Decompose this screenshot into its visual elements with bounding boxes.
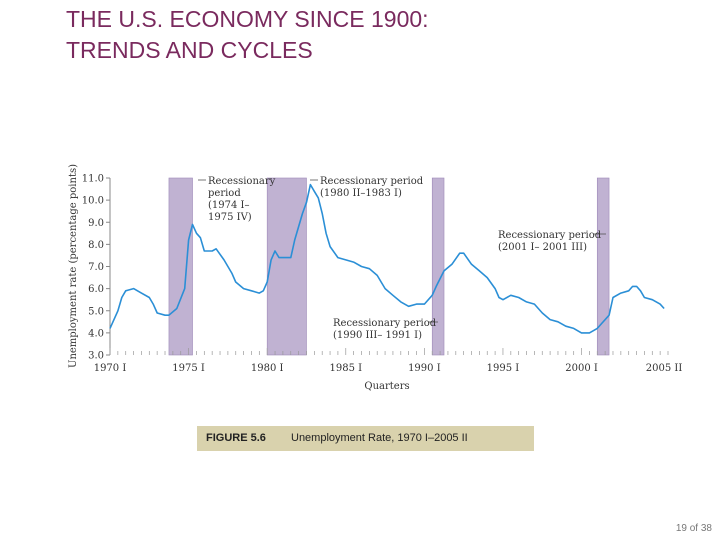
y-tick-label: 10.0	[82, 196, 104, 207]
recession-band-1	[168, 177, 193, 356]
annotation-2001-line: (2001 I– 2001 III)	[498, 242, 587, 253]
annotation-2001-line: Recessionary period	[498, 230, 602, 241]
y-tick-label: 6.0	[88, 284, 104, 295]
x-tick-label: 1985 I	[329, 363, 362, 374]
page-number: 19 of 38	[675, 523, 712, 534]
unemployment-line	[109, 183, 665, 334]
annotation-1980: Recessionary period (1980 II–1983 I)	[320, 176, 424, 199]
annotation-1990-line: Recessionary period	[333, 318, 437, 329]
recession-band-3	[431, 177, 445, 356]
annotations: Recessionary period (1974 I– 1975 IV)Recess…	[198, 176, 606, 341]
y-tick-label: 11.0	[82, 174, 104, 185]
annotation-1974: Recessionary period (1974 I– 1975 IV)	[208, 176, 276, 223]
annotation-1974-line: 1975 IV)	[208, 212, 252, 223]
y-tick-label: 4.0	[88, 328, 104, 339]
x-tick-label: 2000 I	[565, 363, 598, 374]
x-tick-label: 1970 I	[94, 363, 127, 374]
annotation-1990-line: (1990 III– 1991 I)	[333, 330, 422, 341]
annotation-1974-line: (1974 I–	[208, 200, 249, 211]
data-series	[109, 183, 665, 334]
x-tick-label: 1990 I	[408, 363, 441, 374]
recession-band-4	[596, 177, 610, 356]
figure-caption: FIGURE 5.6 Unemployment Rate, 1970 I–200…	[197, 426, 534, 451]
chart-axes: 3.0 4.0 5.0 6.0 7.0 8.0 9.0 10.0 11.0 1970 I 1975 …	[82, 174, 683, 375]
x-axis-title: Quarters	[364, 381, 409, 392]
annotation-1974-line: Recessionary	[208, 176, 276, 187]
y-tick-label: 9.0	[88, 218, 104, 229]
recession-bands	[168, 177, 610, 356]
annotation-1980-line: (1980 II–1983 I)	[320, 188, 402, 199]
recession-band-2	[266, 177, 307, 356]
y-tick-label: 5.0	[88, 306, 104, 317]
x-tick-label: 2005 II	[646, 363, 683, 374]
x-tick-label: 1995 I	[487, 363, 520, 374]
y-tick-label: 7.0	[88, 262, 104, 273]
x-tick-label: 1975 I	[172, 363, 205, 374]
annotation-1990: Recessionary period (1990 III– 1991 I)	[333, 318, 437, 341]
y-tick-label: 3.0	[88, 351, 104, 362]
annotation-1980-line: Recessionary period	[320, 176, 424, 187]
slide-title: THE U.S. ECONOMY SINCE 1900: TRENDS AND …	[66, 4, 429, 66]
y-tick-label: 8.0	[88, 240, 104, 251]
x-tick-label: 1980 I	[251, 363, 284, 374]
annotation-1974-line: period	[208, 188, 241, 199]
figure-description: Unemployment Rate, 1970 I–2005 II	[291, 432, 468, 444]
figure-number: FIGURE 5.6	[206, 432, 266, 444]
y-axis-title: Unemployment rate (percentage points)	[68, 164, 79, 368]
slide-title-line-2: TRENDS AND CYCLES	[66, 37, 313, 63]
slide-title-line-1: THE U.S. ECONOMY SINCE 1900:	[66, 6, 429, 32]
annotation-2001: Recessionary period (2001 I– 2001 III)	[498, 230, 602, 253]
